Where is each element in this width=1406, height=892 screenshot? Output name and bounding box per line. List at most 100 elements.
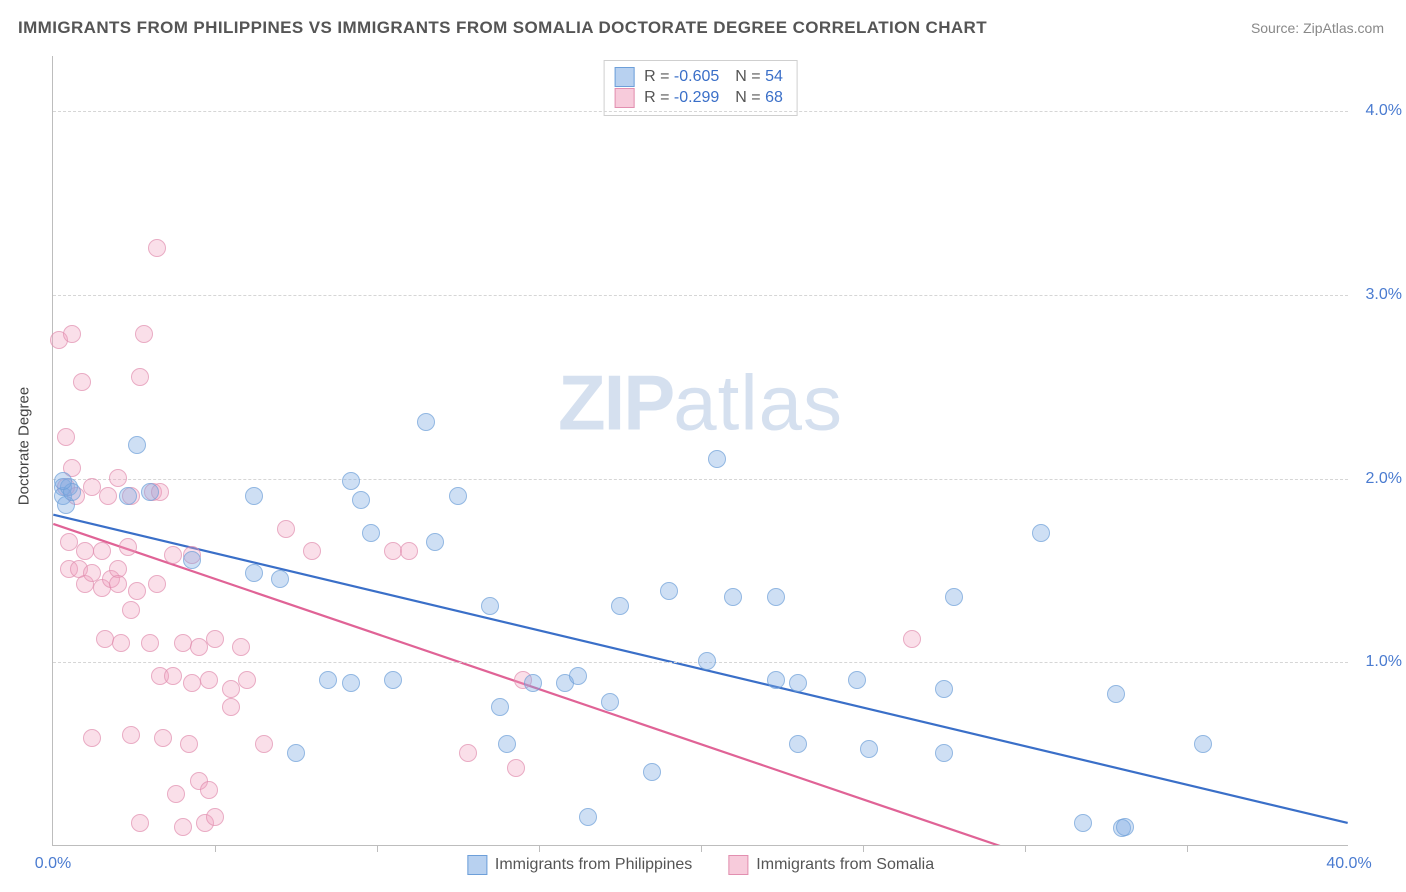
scatter-point-pink	[206, 808, 224, 826]
scatter-point-blue	[481, 597, 499, 615]
trend-lines	[53, 56, 1348, 845]
scatter-point-pink	[96, 630, 114, 648]
scatter-point-blue	[860, 740, 878, 758]
xtick	[701, 845, 702, 852]
scatter-point-blue	[601, 693, 619, 711]
scatter-point-blue	[579, 808, 597, 826]
scatter-point-blue	[935, 744, 953, 762]
source-label: Source: ZipAtlas.com	[1251, 20, 1384, 36]
scatter-point-pink	[131, 368, 149, 386]
scatter-point-pink	[164, 667, 182, 685]
scatter-point-pink	[200, 671, 218, 689]
scatter-point-pink	[109, 575, 127, 593]
scatter-point-pink	[255, 735, 273, 753]
trend-line-blue	[53, 515, 1347, 823]
scatter-point-pink	[122, 601, 140, 619]
scatter-point-blue	[54, 472, 72, 490]
bottom-legend: Immigrants from Philippines Immigrants f…	[467, 855, 934, 875]
swatch-blue	[467, 855, 487, 875]
scatter-point-blue	[1074, 814, 1092, 832]
scatter-point-blue	[141, 483, 159, 501]
scatter-point-blue	[128, 436, 146, 454]
swatch-pink	[614, 88, 634, 108]
scatter-point-pink	[141, 634, 159, 652]
scatter-point-pink	[83, 478, 101, 496]
scatter-point-pink	[135, 325, 153, 343]
scatter-point-pink	[148, 575, 166, 593]
scatter-point-blue	[660, 582, 678, 600]
ytick-label: 2.0%	[1366, 470, 1402, 488]
scatter-point-pink	[400, 542, 418, 560]
swatch-blue	[614, 67, 634, 87]
scatter-point-blue	[935, 680, 953, 698]
scatter-point-blue	[767, 671, 785, 689]
scatter-point-pink	[903, 630, 921, 648]
ytick-label: 4.0%	[1366, 102, 1402, 120]
scatter-point-blue	[352, 491, 370, 509]
scatter-point-pink	[60, 533, 78, 551]
scatter-point-blue	[724, 588, 742, 606]
scatter-point-blue	[498, 735, 516, 753]
scatter-point-blue	[384, 671, 402, 689]
scatter-point-pink	[154, 729, 172, 747]
scatter-point-pink	[63, 325, 81, 343]
scatter-point-blue	[183, 551, 201, 569]
scatter-point-blue	[708, 450, 726, 468]
ytick-label: 3.0%	[1366, 286, 1402, 304]
scatter-point-blue	[449, 487, 467, 505]
scatter-point-blue	[789, 735, 807, 753]
scatter-point-blue	[698, 652, 716, 670]
scatter-point-blue	[245, 564, 263, 582]
scatter-point-pink	[164, 546, 182, 564]
scatter-point-pink	[174, 634, 192, 652]
scatter-point-blue	[362, 524, 380, 542]
scatter-point-pink	[112, 634, 130, 652]
scatter-point-blue	[1194, 735, 1212, 753]
scatter-point-blue	[319, 671, 337, 689]
legend-item-blue: Immigrants from Philippines	[467, 855, 692, 875]
watermark: ZIPatlas	[558, 358, 843, 449]
scatter-point-pink	[238, 671, 256, 689]
scatter-point-blue	[611, 597, 629, 615]
xtick	[215, 845, 216, 852]
scatter-point-pink	[148, 239, 166, 257]
scatter-point-pink	[303, 542, 321, 560]
scatter-point-pink	[167, 785, 185, 803]
scatter-point-pink	[459, 744, 477, 762]
scatter-point-blue	[789, 674, 807, 692]
swatch-pink	[728, 855, 748, 875]
chart-title: IMMIGRANTS FROM PHILIPPINES VS IMMIGRANT…	[18, 18, 987, 38]
stats-row-pink: R = -0.299 N = 68	[614, 88, 783, 108]
scatter-point-pink	[180, 735, 198, 753]
stats-box: R = -0.605 N = 54 R = -0.299 N = 68	[603, 60, 798, 116]
scatter-point-blue	[767, 588, 785, 606]
xtick	[377, 845, 378, 852]
plot-area: ZIPatlas R = -0.605 N = 54 R = -0.299 N …	[52, 56, 1348, 846]
gridline	[53, 111, 1348, 112]
scatter-point-pink	[99, 487, 117, 505]
y-axis-label: Doctorate Degree	[16, 387, 33, 505]
scatter-point-pink	[93, 542, 111, 560]
scatter-point-pink	[200, 781, 218, 799]
scatter-point-pink	[206, 630, 224, 648]
scatter-point-blue	[342, 674, 360, 692]
scatter-point-pink	[83, 729, 101, 747]
scatter-point-blue	[1116, 818, 1134, 836]
scatter-point-blue	[287, 744, 305, 762]
ytick-label: 1.0%	[1366, 653, 1402, 671]
xtick	[1187, 845, 1188, 852]
scatter-point-pink	[57, 428, 75, 446]
scatter-point-pink	[128, 582, 146, 600]
scatter-point-blue	[1107, 685, 1125, 703]
xtick-label: 40.0%	[1326, 855, 1371, 873]
scatter-point-blue	[271, 570, 289, 588]
gridline	[53, 479, 1348, 480]
xtick	[539, 845, 540, 852]
scatter-point-pink	[183, 674, 201, 692]
scatter-point-blue	[417, 413, 435, 431]
scatter-point-blue	[426, 533, 444, 551]
scatter-point-blue	[569, 667, 587, 685]
scatter-point-blue	[524, 674, 542, 692]
scatter-point-pink	[122, 726, 140, 744]
scatter-point-blue	[848, 671, 866, 689]
